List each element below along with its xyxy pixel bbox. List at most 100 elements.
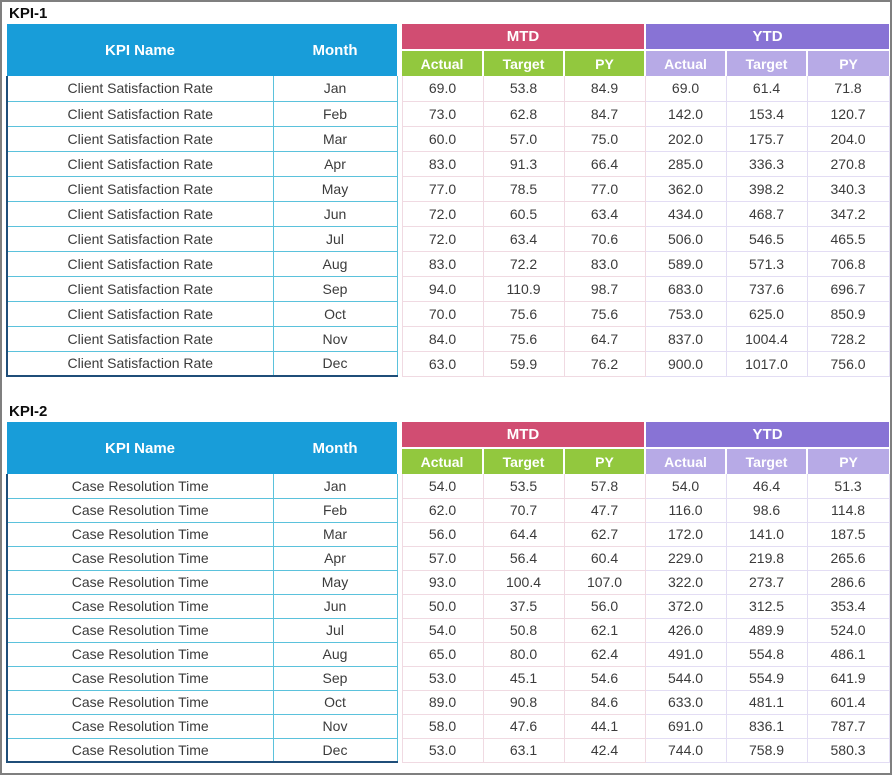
ytd-py-cell: 641.9: [807, 666, 890, 691]
mtd-py-cell: 83.0: [564, 251, 646, 277]
ytd-actual-cell: 285.0: [645, 151, 727, 177]
ytd-target-cell: 312.5: [726, 594, 808, 619]
ytd-actual-cell: 633.0: [645, 690, 727, 715]
ytd-target-cell: 468.7: [726, 201, 808, 227]
ytd-target-cell: 61.4: [726, 76, 808, 102]
ytd-py-header: PY: [807, 50, 890, 76]
table-body: Case Resolution Time Jan 54.0 53.5 57.8 54.0 4…: [6, 474, 890, 763]
mtd-actual-cell: 72.0: [401, 201, 484, 227]
header-gap-spacer: [397, 24, 402, 76]
kpi-name-cell: Client Satisfaction Rate: [6, 126, 274, 152]
sub-header-row: Actual Target PY Actual Target PY: [7, 50, 890, 76]
table-row: Client Satisfaction Rate Jan 69.0 53.8 84.9 6…: [6, 76, 890, 102]
ytd-py-cell: 524.0: [807, 618, 890, 643]
ytd-actual-cell: 691.0: [645, 714, 727, 739]
mtd-py-cell: 107.0: [564, 570, 646, 595]
kpi-name-header: KPI Name: [7, 422, 273, 474]
table-row: Client Satisfaction Rate Jun 72.0 60.5 63.4 4…: [6, 201, 890, 227]
month-header: Month: [273, 422, 397, 474]
kpi-name-header: KPI Name: [7, 24, 273, 76]
mtd-target-cell: 63.1: [483, 738, 565, 763]
table-row: Client Satisfaction Rate Dec 63.0 59.9 76.2 9…: [6, 351, 890, 377]
table-row: Case Resolution Time Dec 53.0 63.1 42.4 744.0…: [6, 738, 890, 763]
kpi-name-cell: Client Satisfaction Rate: [6, 301, 274, 327]
header-gap-spacer: [397, 422, 402, 474]
ytd-target-cell: 836.1: [726, 714, 808, 739]
gap-cell: [397, 201, 402, 226]
ytd-py-cell: 340.3: [807, 176, 890, 202]
ytd-target-cell: 554.9: [726, 666, 808, 691]
table-row: Case Resolution Time Aug 65.0 80.0 62.4 491.0…: [6, 642, 890, 667]
gap-cell: [397, 666, 402, 690]
ytd-actual-cell: 837.0: [645, 326, 727, 352]
kpi-name-cell: Case Resolution Time: [6, 570, 274, 595]
gap-cell: [397, 570, 402, 594]
mtd-target-cell: 75.6: [483, 326, 565, 352]
ytd-target-header: Target: [726, 50, 809, 76]
ytd-py-cell: 353.4: [807, 594, 890, 619]
ytd-actual-header: Actual: [645, 448, 728, 474]
table-header: KPI Name Month MTD YTD Actual Target PY …: [7, 24, 890, 76]
mtd-actual-cell: 58.0: [401, 714, 484, 739]
ytd-py-cell: 347.2: [807, 201, 890, 227]
gap-cell: [397, 101, 402, 126]
ytd-target-cell: 175.7: [726, 126, 808, 152]
mtd-actual-cell: 70.0: [401, 301, 484, 327]
mtd-py-cell: 76.2: [564, 351, 646, 377]
gap-cell: [397, 351, 402, 376]
kpi-name-cell: Case Resolution Time: [6, 618, 274, 643]
ytd-actual-cell: 491.0: [645, 642, 727, 667]
month-cell: May: [273, 570, 398, 595]
month-cell: Oct: [273, 301, 398, 327]
mtd-py-cell: 84.9: [564, 76, 646, 102]
mtd-target-cell: 72.2: [483, 251, 565, 277]
month-cell: Jun: [273, 594, 398, 619]
mtd-target-cell: 62.8: [483, 101, 565, 127]
kpi-1-table: KPI Name Month MTD YTD Actual Target PY …: [6, 24, 890, 377]
mtd-actual-header: Actual: [402, 448, 484, 474]
ytd-actual-cell: 322.0: [645, 570, 727, 595]
ytd-py-cell: 286.6: [807, 570, 890, 595]
mtd-actual-cell: 94.0: [401, 276, 484, 302]
table-row: Case Resolution Time Oct 89.0 90.8 84.6 633.0…: [6, 690, 890, 715]
table-row: Client Satisfaction Rate Apr 83.0 91.3 66.4 2…: [6, 151, 890, 177]
ytd-target-cell: 481.1: [726, 690, 808, 715]
table-header: KPI Name Month MTD YTD Actual Target PY …: [7, 422, 890, 474]
mtd-actual-cell: 83.0: [401, 151, 484, 177]
ytd-actual-header: Actual: [645, 50, 728, 76]
mtd-target-cell: 56.4: [483, 546, 565, 571]
ytd-target-cell: 489.9: [726, 618, 808, 643]
mtd-actual-cell: 83.0: [401, 251, 484, 277]
ytd-py-cell: 601.4: [807, 690, 890, 715]
table-row: Case Resolution Time Nov 58.0 47.6 44.1 691.0…: [6, 714, 890, 739]
gap-cell: [397, 642, 402, 666]
month-cell: Mar: [273, 522, 398, 547]
mtd-actual-cell: 72.0: [401, 226, 484, 252]
ytd-py-cell: 204.0: [807, 126, 890, 152]
month-header: Month: [273, 24, 397, 76]
month-cell: Feb: [273, 101, 398, 127]
kpi-2-section: KPI-2 KPI Name Month MTD YTD Actual Targ…: [2, 402, 890, 763]
ytd-actual-cell: 506.0: [645, 226, 727, 252]
kpi-name-cell: Client Satisfaction Rate: [6, 326, 274, 352]
table-row: Case Resolution Time Jun 50.0 37.5 56.0 372.0…: [6, 594, 890, 619]
kpi-2-title: KPI-2: [9, 403, 48, 420]
ytd-actual-cell: 683.0: [645, 276, 727, 302]
mtd-actual-cell: 53.0: [401, 738, 484, 763]
ytd-py-cell: 580.3: [807, 738, 890, 763]
mtd-actual-cell: 56.0: [401, 522, 484, 547]
gap-cell: [397, 498, 402, 522]
month-cell: May: [273, 176, 398, 202]
gap-cell: [397, 738, 402, 762]
ytd-py-cell: 270.8: [807, 151, 890, 177]
mtd-group-header: MTD: [402, 422, 647, 449]
mtd-py-cell: 77.0: [564, 176, 646, 202]
table-row: Client Satisfaction Rate May 77.0 78.5 77.0 3…: [6, 176, 890, 202]
mtd-target-cell: 91.3: [483, 151, 565, 177]
table-row: Case Resolution Time Feb 62.0 70.7 47.7 116.0…: [6, 498, 890, 523]
ytd-actual-cell: 362.0: [645, 176, 727, 202]
month-cell: Aug: [273, 642, 398, 667]
ytd-actual-cell: 54.0: [645, 474, 727, 499]
month-cell: Mar: [273, 126, 398, 152]
